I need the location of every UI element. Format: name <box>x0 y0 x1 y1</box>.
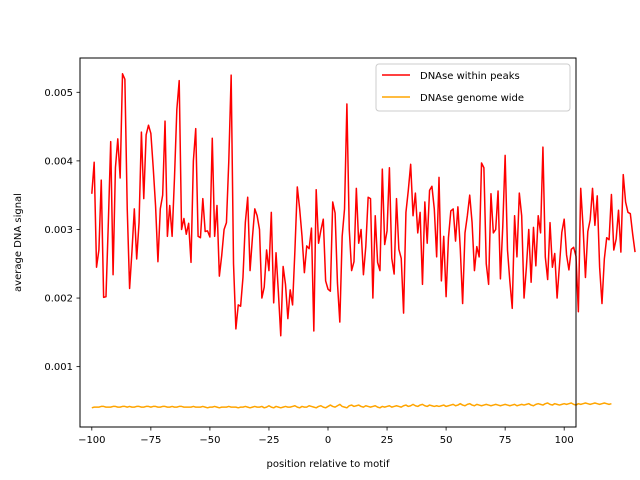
x-tick-label: −100 <box>78 435 105 446</box>
y-axis: 0.001 0.002 0.003 0.004 0.005 <box>44 88 80 373</box>
x-tick-label: 75 <box>499 435 512 446</box>
y-tick-label: 0.001 <box>44 362 73 373</box>
x-axis-label: position relative to motif <box>267 459 390 470</box>
legend-label-2: DNAse genome wide <box>420 93 524 104</box>
x-tick-label: 50 <box>440 435 453 446</box>
legend-box <box>375 63 571 112</box>
x-tick-label: −75 <box>140 435 161 446</box>
x-tick-label: 0 <box>325 435 331 446</box>
x-tick-label: −25 <box>258 435 279 446</box>
x-tick-label: −50 <box>199 435 220 446</box>
x-tick-label: 25 <box>381 435 394 446</box>
y-tick-label: 0.004 <box>44 156 73 167</box>
series-line-2 <box>91 402 612 409</box>
y-tick-label: 0.002 <box>44 294 73 305</box>
legend: DNAse within peaks DNAse genome wide <box>375 63 571 112</box>
series-layer <box>91 73 636 409</box>
y-axis-label: average DNA signal <box>13 193 24 292</box>
x-axis: −100 −75 −50 −25 0 25 50 75 100 <box>78 427 574 446</box>
series-line-1 <box>91 73 636 337</box>
legend-label-1: DNAse within peaks <box>420 71 520 82</box>
x-tick-label: 100 <box>555 435 574 446</box>
y-tick-label: 0.003 <box>44 225 73 236</box>
y-tick-label: 0.005 <box>44 88 73 99</box>
